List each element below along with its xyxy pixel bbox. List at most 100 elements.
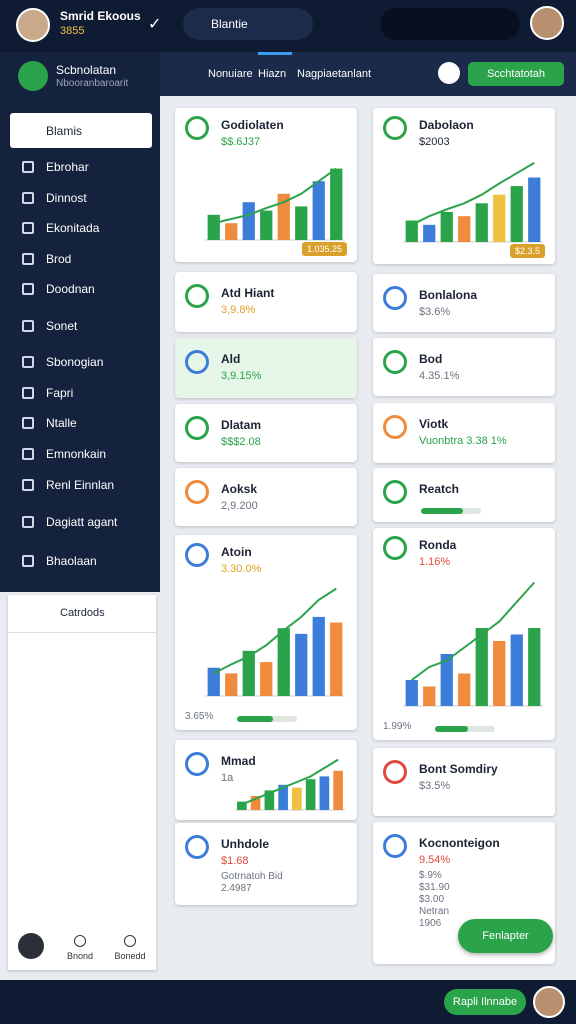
progress-track xyxy=(237,716,297,722)
card[interactable]: Dabolaon $2003 $2.3.5 xyxy=(373,108,555,264)
card-value: $3.5% xyxy=(419,780,451,792)
card-value: Vuonbtra 3.38 1% xyxy=(419,435,507,447)
refresh-icon[interactable] xyxy=(438,62,460,84)
tab[interactable]: Nonuiare xyxy=(208,68,253,80)
menu-item[interactable]: Sonet xyxy=(46,319,78,333)
card-icon xyxy=(185,480,209,504)
card[interactable]: Aoksk 2,9.200 xyxy=(175,468,357,526)
bar xyxy=(510,186,523,242)
avatar[interactable] xyxy=(16,8,50,42)
trend-line xyxy=(411,581,535,681)
card[interactable]: Atd Hiant 3,9.8% xyxy=(175,272,357,332)
search-box[interactable] xyxy=(380,8,520,40)
card-icon xyxy=(383,834,407,858)
card-value: 9.54% xyxy=(419,854,451,866)
panel-button-icon xyxy=(124,935,136,947)
card-value: 1.16% xyxy=(419,556,451,568)
menu-icon xyxy=(22,192,34,204)
card-title: Dlatam xyxy=(221,418,262,432)
card[interactable]: Unhdole $1.68 Gotrnatoh Bid 2.4987 xyxy=(175,823,357,905)
progress-track xyxy=(421,508,481,514)
tab[interactable]: Hiazn xyxy=(258,68,287,80)
card-title: Ald xyxy=(221,352,241,366)
menu-icon xyxy=(22,516,34,528)
card-icon xyxy=(383,286,407,310)
card[interactable]: Bonlalona $3.6% xyxy=(373,274,555,332)
tab-indicator xyxy=(258,52,292,55)
menu-item[interactable]: Fapri xyxy=(46,386,74,400)
bar xyxy=(292,787,302,810)
menu-item[interactable]: Renl Einnlan xyxy=(46,478,115,492)
menu-icon xyxy=(22,320,34,332)
card[interactable]: Reatch xyxy=(373,468,555,522)
bar-chart xyxy=(205,587,345,697)
progress-fill xyxy=(237,716,273,722)
bar xyxy=(277,193,290,240)
menu-item[interactable]: Sbonogian xyxy=(46,355,104,369)
card-title: Atd Hiant xyxy=(221,286,275,300)
bottom-avatar[interactable] xyxy=(533,986,565,1018)
card-sub: Netran xyxy=(419,906,450,917)
menu-icon xyxy=(22,161,34,173)
card-title: Dabolaon xyxy=(419,118,474,132)
card-icon xyxy=(383,116,407,140)
card-icon xyxy=(185,284,209,308)
menu-item[interactable]: Bhaolaan xyxy=(46,554,97,568)
card[interactable]: Atoin 3.30.0% 3.65% xyxy=(175,535,357,730)
menu-icon xyxy=(22,222,34,234)
card-title: Viotk xyxy=(419,417,449,431)
bar xyxy=(405,220,418,242)
bar xyxy=(225,223,238,240)
menu-item[interactable]: Ekonitada xyxy=(46,221,100,235)
active-item[interactable]: Blamis xyxy=(10,113,152,148)
action-button[interactable]: Scchtatotah xyxy=(468,62,564,86)
bar xyxy=(250,796,261,810)
profile-icon xyxy=(18,61,48,91)
bar xyxy=(277,628,290,696)
panel-button[interactable]: Bonedd xyxy=(114,951,146,961)
tab[interactable]: Nagpiaetanlant xyxy=(297,68,372,80)
badge: 1.035.25 xyxy=(301,242,347,256)
menu-item[interactable]: Dinnost xyxy=(46,191,87,205)
card[interactable]: Ald 3,9.15% xyxy=(175,338,357,398)
card-value: 3.30.0% xyxy=(221,563,262,575)
search-tab[interactable]: Blantie xyxy=(183,8,313,40)
bar xyxy=(305,779,316,810)
menu-item[interactable]: Doodnan xyxy=(46,282,95,296)
bar xyxy=(333,770,343,810)
progress-track xyxy=(435,726,495,732)
check-icon[interactable]: ✓ xyxy=(148,16,162,33)
bottom-bar: Rapli Ilnnabe xyxy=(0,980,576,1024)
card-title: Godiolaten xyxy=(221,118,284,132)
avatar-right[interactable] xyxy=(530,6,564,40)
panel-button[interactable]: Bnond xyxy=(66,951,94,961)
card[interactable]: Viotk Vuonbtra 3.38 1% xyxy=(373,403,555,463)
bar xyxy=(260,662,273,696)
bottom-button[interactable]: Rapli Ilnnabe xyxy=(444,989,526,1015)
bar xyxy=(423,686,436,706)
menu-item[interactable]: Ntalle xyxy=(46,416,77,430)
record-button[interactable] xyxy=(18,933,44,959)
side-panel: Catrdods Bnond Bonedd xyxy=(8,595,156,970)
menu-item[interactable]: Ebrohar xyxy=(46,160,89,174)
bar xyxy=(225,673,238,696)
card[interactable]: Ronda 1.16% 1.99% xyxy=(373,528,555,740)
card[interactable]: Bod 4.35.1% xyxy=(373,338,555,396)
card[interactable]: Mmad 1a xyxy=(175,740,357,820)
card[interactable]: Dlatam $$$2.08 xyxy=(175,404,357,462)
bar xyxy=(475,203,488,242)
bar xyxy=(242,650,255,696)
card[interactable]: Bont Somdiry $3.5% xyxy=(373,748,555,816)
bar xyxy=(330,622,343,696)
card[interactable]: Godiolaten $$.6J37 1.035.25 xyxy=(175,108,357,262)
card-icon xyxy=(383,536,407,560)
sub-header: Scchtatotah Nonuiare Hiazn Nagpiaetanlant xyxy=(160,52,576,96)
menu-item[interactable]: Brod xyxy=(46,252,72,266)
card-value: $$$2.08 xyxy=(221,436,261,448)
floating-button[interactable]: Fenlapter xyxy=(458,919,553,953)
card-sub: 2.4987 xyxy=(221,883,252,894)
menu-item[interactable]: Dagiatt agant xyxy=(46,515,118,529)
bar xyxy=(440,211,453,242)
menu-item[interactable]: Emnonkain xyxy=(46,447,107,461)
bar xyxy=(237,801,247,810)
